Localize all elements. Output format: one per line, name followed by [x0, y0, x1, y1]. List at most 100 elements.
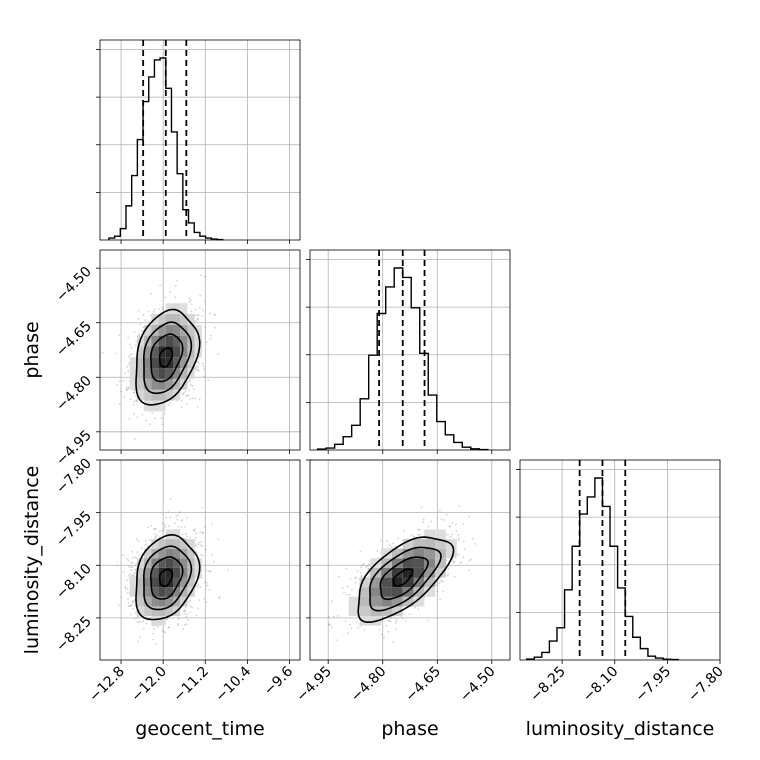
density-cell	[180, 335, 188, 347]
sample-point	[131, 566, 134, 569]
sample-point	[197, 583, 200, 586]
sample-point	[366, 565, 369, 568]
histogram-bar	[132, 176, 138, 240]
sample-point	[195, 543, 197, 546]
sample-point	[365, 566, 367, 568]
sample-point	[395, 622, 398, 624]
sample-point	[189, 536, 191, 539]
histogram-bar	[403, 277, 412, 450]
sample-point	[175, 515, 178, 518]
density-cell	[348, 596, 360, 607]
density-cell	[136, 587, 145, 597]
sample-point	[165, 516, 168, 519]
sample-point	[180, 406, 183, 409]
sample-point	[395, 620, 398, 622]
sample-point	[354, 576, 357, 579]
density-cell	[413, 548, 425, 559]
sample-point	[455, 523, 457, 526]
axis-labels: geocent_time phase luminosity_distancephas…	[21, 321, 714, 740]
sample-point	[448, 525, 451, 528]
sample-point	[205, 581, 208, 584]
sample-point	[194, 308, 197, 311]
sample-point	[394, 628, 397, 630]
sample-point	[145, 622, 148, 625]
sample-point	[388, 544, 391, 546]
sample-point	[152, 310, 155, 313]
density-cell	[391, 558, 403, 568]
sample-point	[134, 572, 136, 574]
sample-point	[182, 392, 185, 394]
density-cell	[144, 378, 152, 390]
sample-point	[149, 314, 152, 317]
sample-point	[349, 623, 351, 626]
histogram-bar	[360, 399, 369, 450]
sample-point	[196, 318, 199, 321]
sample-point	[434, 584, 437, 587]
density-cell	[391, 567, 403, 578]
density-cell	[129, 378, 137, 390]
sample-point	[153, 628, 156, 631]
sample-point	[368, 572, 371, 575]
y-axis-label-luminosity-distance: luminosity_distance	[21, 466, 43, 655]
sample-point	[131, 557, 134, 560]
sample-point	[430, 520, 433, 523]
sample-point	[453, 561, 456, 563]
sample-point	[189, 605, 192, 608]
sample-point	[194, 319, 197, 322]
sample-point	[367, 567, 370, 570]
hist-panel-geocent_time	[96, 39, 301, 244]
sample-point	[130, 566, 133, 568]
sample-point	[204, 581, 207, 583]
histogram-bar	[633, 637, 641, 660]
density-cell	[158, 368, 166, 379]
sample-point	[149, 539, 152, 542]
sample-point	[150, 524, 153, 527]
density-cell	[158, 616, 166, 626]
sample-point	[177, 514, 179, 517]
density-cell	[424, 587, 436, 597]
sample-point	[197, 607, 200, 610]
sample-point	[130, 605, 132, 607]
panel-frame	[99, 39, 301, 241]
sample-point	[439, 509, 441, 512]
sample-point	[360, 566, 362, 569]
y-tick-label: −4.65	[53, 318, 95, 360]
sample-point	[185, 615, 188, 618]
sample-point	[197, 541, 200, 544]
sample-point	[446, 513, 448, 516]
histogram-bar	[171, 132, 177, 240]
sample-point	[418, 529, 421, 531]
sample-point	[408, 613, 411, 616]
sample-point	[188, 600, 190, 603]
density-cell	[136, 389, 145, 401]
contour-line	[158, 568, 174, 587]
sample-point	[449, 524, 451, 527]
density-cell	[165, 606, 174, 617]
density-cell	[158, 389, 166, 401]
density-cell	[136, 606, 145, 617]
sample-point	[217, 538, 220, 541]
sample-point	[351, 588, 353, 591]
density-cell	[136, 558, 145, 568]
sample-point	[188, 379, 191, 382]
density-cell	[435, 558, 446, 568]
sample-point	[101, 351, 104, 354]
density-cell	[180, 577, 188, 588]
density-cell	[151, 587, 159, 597]
sample-point	[392, 542, 395, 545]
density-cell	[180, 368, 188, 379]
y-tick-label: −8.25	[53, 613, 95, 655]
sample-point	[410, 533, 413, 536]
contour-line	[149, 333, 184, 383]
sample-point	[185, 623, 188, 626]
sample-point	[360, 564, 363, 567]
contour-line	[158, 347, 174, 368]
y-tick-label: −4.50	[53, 264, 95, 306]
density-cell	[158, 335, 166, 347]
density-cell	[165, 324, 174, 336]
sample-point	[201, 554, 204, 557]
sample-point	[190, 310, 193, 313]
density-cell	[180, 596, 188, 607]
sample-point	[328, 624, 331, 626]
sample-point	[457, 537, 460, 540]
